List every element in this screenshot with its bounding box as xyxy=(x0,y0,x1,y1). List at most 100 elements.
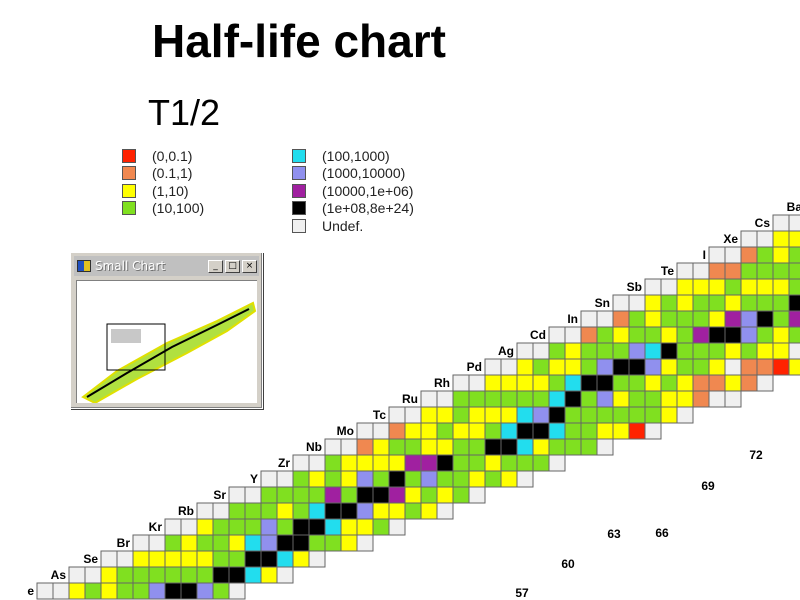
isotope-cell xyxy=(340,454,358,472)
legend-item: (1,10) xyxy=(122,182,204,200)
isotope-cell xyxy=(772,262,790,280)
isotope-cell xyxy=(676,262,694,280)
close-button[interactable]: × xyxy=(242,259,257,273)
isotope-cell xyxy=(420,390,438,408)
isotope-cell xyxy=(708,310,726,328)
isotope-cell xyxy=(660,342,678,360)
isotope-cell xyxy=(468,422,486,440)
isotope-cell xyxy=(116,550,134,568)
legend-swatch xyxy=(122,166,136,181)
isotope-cell xyxy=(292,454,310,472)
legend-swatch xyxy=(292,218,306,233)
isotope-cell xyxy=(788,262,800,280)
isotope-cell xyxy=(164,518,182,536)
isotope-cell xyxy=(84,566,102,584)
isotope-cell xyxy=(468,454,486,472)
isotope-cell xyxy=(708,374,726,392)
isotope-cell xyxy=(612,310,630,328)
isotope-cell xyxy=(516,470,534,488)
isotope-cell xyxy=(628,374,646,392)
isotope-cell xyxy=(132,550,150,568)
isotope-cell xyxy=(484,374,502,392)
isotope-cell xyxy=(548,390,566,408)
isotope-cell xyxy=(244,566,262,584)
isotope-cell xyxy=(612,406,630,424)
element-label: Rb xyxy=(178,504,194,518)
isotope-cell xyxy=(228,534,246,552)
isotope-cell xyxy=(228,582,246,600)
isotope-cell xyxy=(660,326,678,344)
isotope-cell xyxy=(692,390,710,408)
isotope-cell xyxy=(404,502,422,520)
isotope-cell xyxy=(660,374,678,392)
isotope-cell xyxy=(644,358,662,376)
neutron-number-labels: 57 60 63 66 69 72 xyxy=(515,448,763,600)
isotope-cell xyxy=(308,518,326,536)
legend-label: (100,1000) xyxy=(322,147,390,164)
isotope-cell xyxy=(436,390,454,408)
isotope-cell xyxy=(676,390,694,408)
isotope-cell xyxy=(244,518,262,536)
isotope-cell xyxy=(788,214,800,232)
element-label: Kr xyxy=(149,520,163,534)
isotope-cell xyxy=(644,310,662,328)
isotope-cell xyxy=(276,566,294,584)
small-chart-view[interactable] xyxy=(76,280,257,403)
isotope-cell xyxy=(164,582,182,600)
isotope-cell xyxy=(388,438,406,456)
small-chart-window[interactable]: Small Chart _ □ × xyxy=(70,252,263,409)
isotope-cell xyxy=(452,390,470,408)
minimize-button[interactable]: _ xyxy=(208,259,223,273)
isotope-cell xyxy=(772,310,790,328)
isotope-cell xyxy=(228,550,246,568)
isotope-cell xyxy=(580,406,598,424)
isotope-cell xyxy=(628,326,646,344)
element-label: I xyxy=(703,248,706,262)
isotope-cell xyxy=(52,582,70,600)
legend-swatch xyxy=(292,183,306,198)
isotope-cell xyxy=(324,470,342,488)
isotope-cell xyxy=(516,374,534,392)
element-labels: e As Se Br Kr Rb Sr Y Zr Nb Mo Tc Ru Rh Pd Ag Cd In Sn Sb Te… xyxy=(27,200,800,598)
isotope-cell xyxy=(420,438,438,456)
isotope-cell xyxy=(532,358,550,376)
isotope-cell xyxy=(180,566,198,584)
element-label: Mo xyxy=(337,424,354,438)
legend-item: (100,1000) xyxy=(292,147,414,165)
isotope-cell xyxy=(740,358,758,376)
neutron-number-label: 57 xyxy=(515,586,529,600)
isotope-cell xyxy=(772,294,790,312)
isotope-cell xyxy=(292,550,310,568)
isotope-cell xyxy=(388,486,406,504)
isotope-cell xyxy=(644,422,662,440)
element-label: In xyxy=(567,312,578,326)
isotope-cell xyxy=(660,278,678,296)
legend-label: (10000,1e+06) xyxy=(322,182,414,199)
isotope-cell xyxy=(740,262,758,280)
isotope-cell xyxy=(660,406,678,424)
maximize-button[interactable]: □ xyxy=(225,259,240,273)
legend-item: (1000,10000) xyxy=(292,165,414,183)
small-chart-titlebar[interactable]: Small Chart _ □ × xyxy=(74,256,259,276)
isotope-cell xyxy=(724,342,742,360)
isotope-cell xyxy=(788,326,800,344)
isotope-cell xyxy=(532,454,550,472)
element-label: Ag xyxy=(498,344,514,358)
isotope-cell xyxy=(756,342,774,360)
isotope-cell xyxy=(516,438,534,456)
isotope-cell xyxy=(260,518,278,536)
isotope-cell xyxy=(500,454,518,472)
isotope-cell xyxy=(260,550,278,568)
isotope-cell xyxy=(676,278,694,296)
isotope-cell xyxy=(196,582,214,600)
isotope-cell xyxy=(532,406,550,424)
isotope-cell xyxy=(468,406,486,424)
isotope-cell xyxy=(724,262,742,280)
isotope-cell xyxy=(580,342,598,360)
viewport-rectangle[interactable] xyxy=(106,323,166,371)
isotope-cell xyxy=(772,326,790,344)
isotope-cell xyxy=(756,246,774,264)
isotope-cell xyxy=(372,422,390,440)
isotope-cell xyxy=(740,230,758,248)
isotope-cell xyxy=(308,470,326,488)
